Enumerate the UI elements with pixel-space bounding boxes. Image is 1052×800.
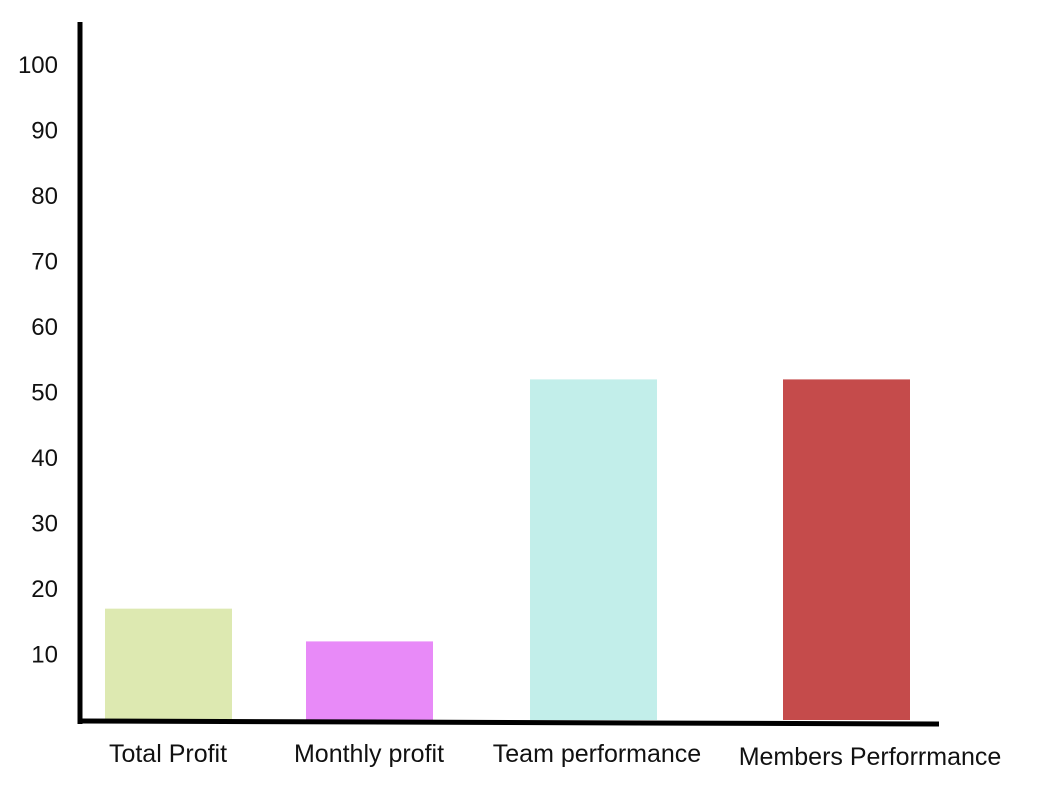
- bars: [105, 379, 910, 720]
- y-tick-label-10: 10: [31, 642, 58, 669]
- bar-total-profit: [105, 608, 232, 720]
- x-axis-labels: Total Profit Monthly profit Team performan…: [109, 740, 1001, 771]
- y-tick-label-60: 60: [31, 314, 58, 341]
- y-tick-label-40: 40: [31, 445, 58, 472]
- y-tick-label-20: 20: [31, 576, 58, 603]
- bar-team-performance: [530, 379, 657, 720]
- bar-monthly-profit: [306, 641, 433, 720]
- y-tick-label-80: 80: [31, 183, 58, 210]
- y-tick-label-30: 30: [31, 511, 58, 538]
- x-axis: [77, 718, 940, 727]
- x-category-label: Monthly profit: [294, 740, 444, 768]
- x-category-label: Members Perforrmance: [739, 743, 1002, 771]
- x-category-label: Total Profit: [109, 740, 227, 768]
- y-tick-label-50: 50: [31, 380, 58, 407]
- bar-members-perforrmance: [783, 379, 910, 720]
- y-tick-label-100: 100: [18, 52, 58, 79]
- y-axis-ticks: 10 20 30 40 50 60 70 80 90 100: [18, 52, 58, 669]
- y-tick-label-90: 90: [31, 118, 58, 145]
- y-tick-label-70: 70: [31, 249, 58, 276]
- x-category-label: Team performance: [493, 740, 701, 768]
